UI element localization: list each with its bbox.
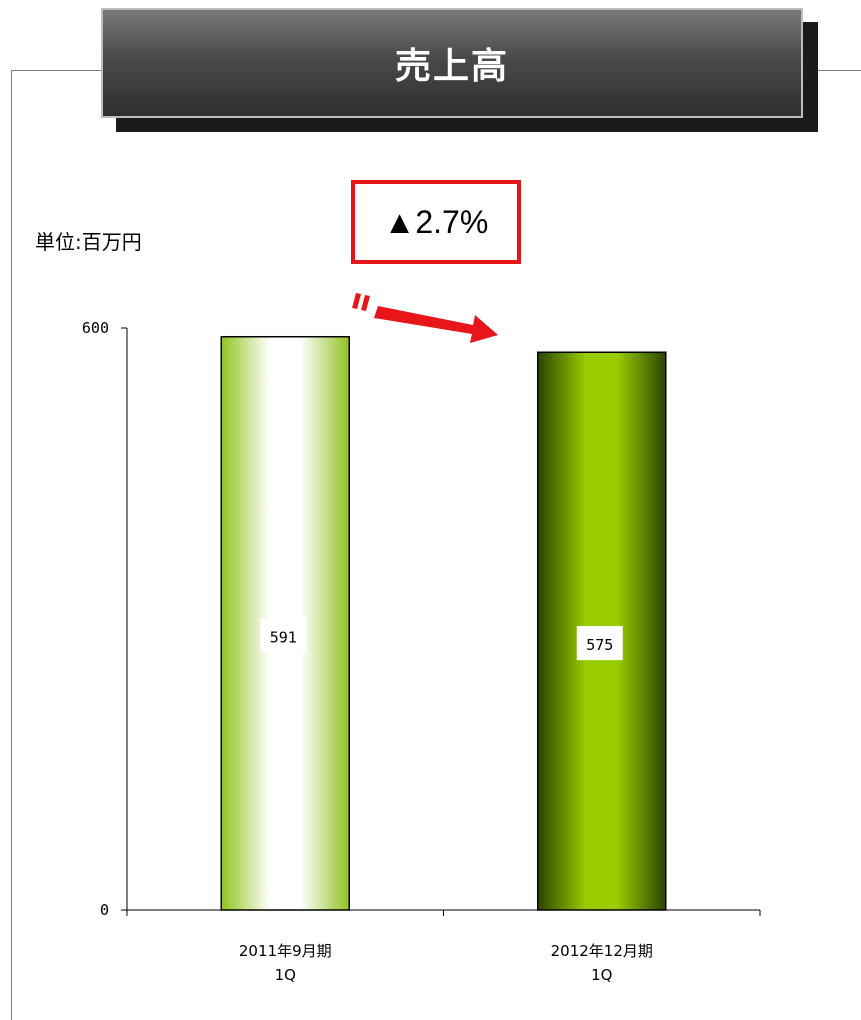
x-tick-label: 1Q xyxy=(591,966,612,984)
arrow-icon xyxy=(352,293,498,343)
x-tick-label: 2011年9月期 xyxy=(239,942,332,960)
unit-label: 単位:百万円 xyxy=(35,230,142,254)
chart-title: 売上高 xyxy=(101,8,803,118)
y-tick-label: 600 xyxy=(82,319,109,337)
data-label-box xyxy=(260,618,307,653)
change-rate-badge: ▲2.7% xyxy=(351,180,521,264)
y-tick-label: 0 xyxy=(100,901,109,919)
x-tick-label: 2012年12月期 xyxy=(551,942,653,960)
data-label-box xyxy=(576,626,623,661)
data-label: 591 xyxy=(270,628,297,646)
x-tick-label: 1Q xyxy=(275,966,296,984)
data-label: 575 xyxy=(586,636,613,654)
